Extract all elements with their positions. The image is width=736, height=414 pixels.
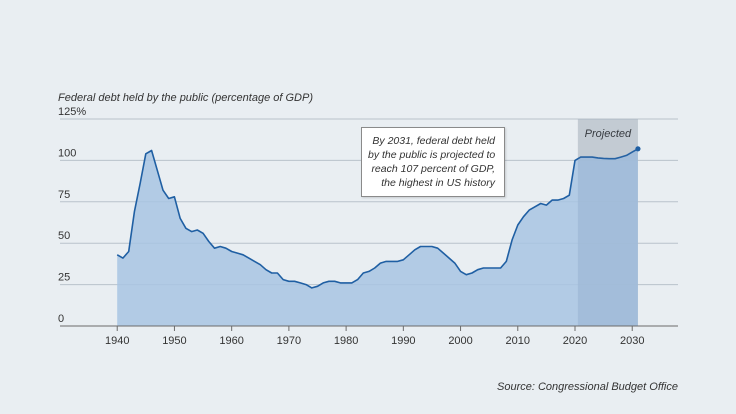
x-tick-label: 1980 [334,335,358,347]
x-tick-label: 1990 [391,335,415,347]
endpoint-marker [635,146,641,152]
projected-overlay [577,119,638,326]
annotation-line-3: reach 107 percent of GDP, [371,163,495,175]
y-tick-label: 100 [58,147,76,159]
x-tick-label: 1940 [105,335,129,347]
x-tick-label: 1950 [162,335,186,347]
chart-title: Federal debt held by the public (percent… [58,92,313,104]
x-tick-label: 2000 [448,335,472,347]
x-tick-label: 2020 [563,335,587,347]
x-tick-label: 1960 [219,335,243,347]
annotation-line-2: by the public is projected to [368,149,496,161]
y-tick-label: 125% [58,106,86,118]
annotation-box: By 2031, federal debt held by the public… [361,127,505,197]
debt-line [116,148,639,289]
source-note: Source: Congressional Budget Office [497,381,678,393]
x-tick-label: 1970 [277,335,301,347]
x-tick-label: 2030 [620,335,644,347]
projected-label: Projected [585,128,632,140]
y-tick-label: 0 [58,313,64,325]
annotation-line-4: the highest in US history [381,177,495,189]
y-tick-label: 50 [58,230,70,242]
y-tick-label: 25 [58,272,70,284]
debt-area [117,148,638,326]
x-tick-label: 2010 [506,335,530,347]
y-tick-label: 75 [58,189,70,201]
annotation-line-1: By 2031, federal debt held [372,135,495,147]
